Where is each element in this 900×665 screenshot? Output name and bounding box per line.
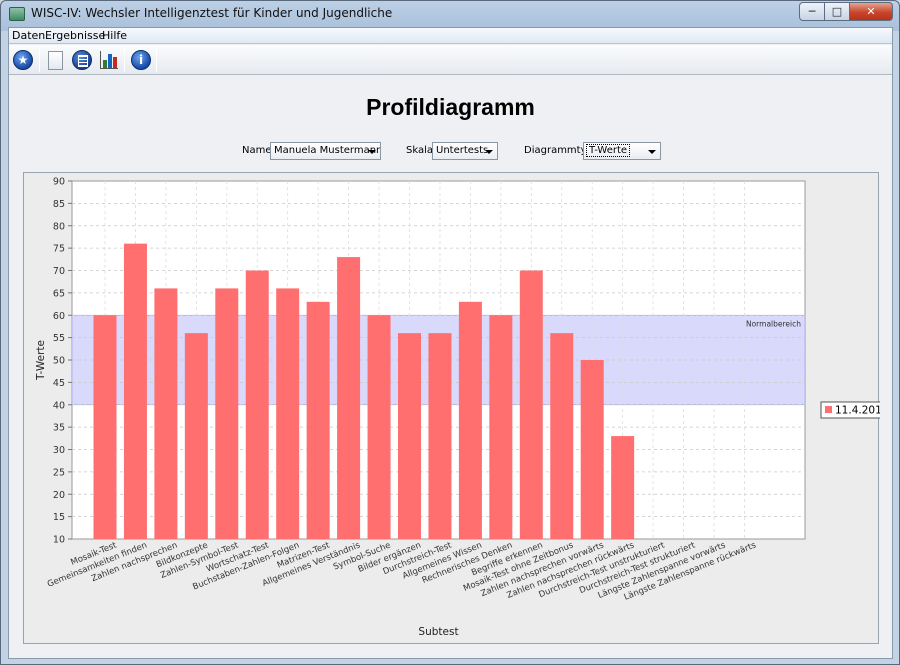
- profile-chart: 10 15 20 25 30 35 40 45 50 55 60 65 70 75 80 85 90 Normal…: [35, 177, 880, 638]
- menu-daten[interactable]: Daten: [12, 29, 46, 42]
- info-button[interactable]: i: [129, 48, 153, 72]
- scale-select[interactable]: Untertests: [432, 142, 498, 160]
- y-tick-label: 15: [53, 512, 65, 523]
- y-tick-label: 75: [53, 244, 65, 255]
- bar: [519, 270, 543, 539]
- calculator-button[interactable]: [70, 48, 94, 72]
- bar: [611, 436, 635, 539]
- minimize-icon: ─: [808, 5, 816, 18]
- y-tick-label: 20: [53, 490, 65, 501]
- y-tick-label: 30: [53, 445, 65, 456]
- bar: [306, 301, 330, 539]
- y-axis-title: T-Werte: [35, 340, 47, 381]
- chevron-down-icon: [368, 150, 376, 154]
- chart-type-select-value: T-Werte: [585, 144, 631, 157]
- chevron-down-icon: [485, 150, 493, 154]
- document-icon: [47, 50, 63, 70]
- y-tick-label: 25: [53, 467, 65, 478]
- menu-bar: Daten Ergebnisse Hilfe: [9, 28, 892, 44]
- app-icon: [9, 7, 25, 21]
- bar: [367, 315, 391, 539]
- y-tick-label: 10: [53, 535, 65, 546]
- bar: [489, 315, 513, 539]
- accessibility-icon: ★: [13, 50, 33, 70]
- page-title: Profildiagramm: [366, 94, 535, 120]
- name-select[interactable]: Manuela Mustermann: [270, 142, 381, 160]
- new-document-button[interactable]: [43, 48, 67, 72]
- name-label: Name: [242, 145, 272, 156]
- minimize-button[interactable]: ─: [799, 2, 825, 21]
- toolbar-separator: [156, 48, 157, 72]
- y-tick-label: 90: [53, 177, 65, 188]
- chart-panel: 10 15 20 25 30 35 40 45 50 55 60 65 70 75 80 85 90 Normal…: [23, 172, 880, 644]
- scale-select-value: Untertests: [436, 145, 489, 156]
- x-axis-title: Subtest: [418, 626, 458, 638]
- title-bar[interactable]: WISC-IV: Wechsler Intelligenztest für Ki…: [1, 1, 899, 27]
- y-tick-label: 50: [53, 356, 65, 367]
- client-area: Daten Ergebnisse Hilfe ★: [8, 27, 893, 659]
- bar: [245, 270, 269, 539]
- bar: [337, 257, 361, 539]
- y-tick-label: 65: [53, 288, 65, 299]
- y-tick-label: 55: [53, 333, 65, 344]
- bar: [550, 333, 574, 539]
- y-tick-label: 40: [53, 400, 65, 411]
- toolbar-separator: [39, 48, 40, 72]
- calculator-icon: [72, 50, 92, 70]
- bar: [580, 360, 604, 539]
- bar: [123, 243, 147, 539]
- menu-ergebnisse[interactable]: Ergebnisse: [45, 29, 106, 42]
- chart-controls: Name Manuela Mustermann Skala Untertests…: [9, 142, 892, 162]
- legend-box: [820, 401, 880, 419]
- chart-type-label: Diagrammtyp: [524, 145, 593, 156]
- bar: [458, 301, 482, 539]
- maximize-icon: □: [831, 5, 843, 18]
- y-tick-label: 85: [53, 199, 65, 210]
- maximize-button[interactable]: □: [825, 2, 850, 21]
- y-tick-label: 60: [53, 311, 65, 322]
- name-select-value: Manuela Mustermann: [274, 145, 381, 156]
- bar: [154, 288, 178, 539]
- close-icon: ✕: [866, 5, 876, 18]
- toolbar-separator: [124, 48, 125, 72]
- y-tick-label: 80: [53, 221, 65, 232]
- window-title: WISC-IV: Wechsler Intelligenztest für Ki…: [31, 6, 393, 20]
- bar: [428, 333, 452, 539]
- menu-hilfe[interactable]: Hilfe: [102, 29, 128, 42]
- band-label: Normalbereich: [746, 319, 801, 328]
- bar-chart-icon: [100, 51, 118, 69]
- bar: [93, 315, 117, 539]
- bar: [398, 333, 421, 539]
- window-controls: ─ □ ✕: [799, 2, 893, 21]
- bar: [184, 333, 208, 539]
- scale-label: Skala: [406, 145, 433, 156]
- accessibility-button[interactable]: ★: [11, 48, 35, 72]
- chevron-down-icon: [648, 150, 656, 154]
- bar: [276, 288, 300, 539]
- chart-type-select[interactable]: T-Werte: [583, 142, 661, 160]
- chart-button[interactable]: [97, 48, 121, 72]
- y-tick-label: 45: [53, 378, 65, 389]
- close-button[interactable]: ✕: [850, 2, 893, 21]
- legend-label: 11.4.2012: [835, 405, 880, 417]
- bar: [215, 288, 239, 539]
- y-tick-label: 70: [53, 266, 65, 277]
- legend-swatch: [825, 406, 832, 413]
- toolbar: ★ i: [9, 45, 892, 75]
- info-icon: i: [131, 50, 151, 70]
- y-tick-label: 35: [53, 423, 65, 434]
